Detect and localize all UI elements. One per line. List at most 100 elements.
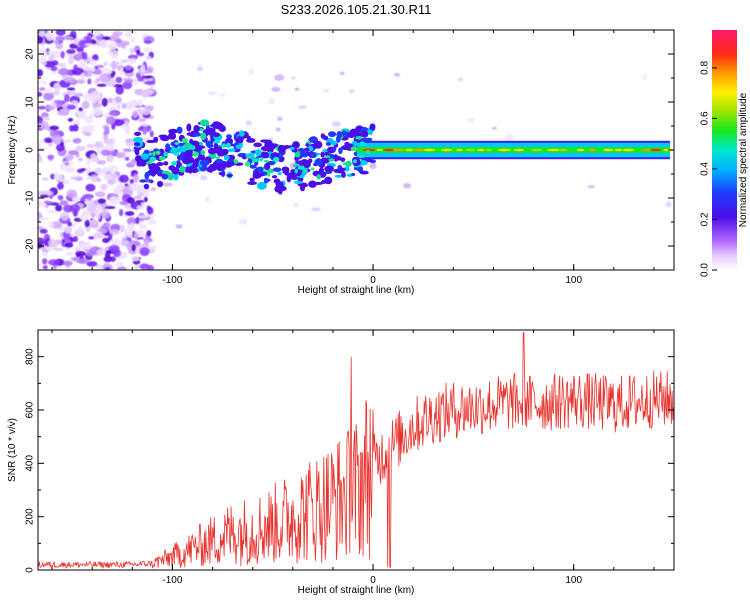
- heatmap-noise-blob: [67, 117, 74, 122]
- heatmap-trace-blob: [211, 121, 222, 129]
- heatmap-trace-highlight: [189, 145, 196, 150]
- heatmap-noise-blob: [96, 159, 107, 165]
- heatmap-noise-blob: [94, 191, 106, 198]
- heatmap-noise-blob: [41, 112, 49, 118]
- heatmap-noise-blob: [220, 93, 226, 98]
- heatmap-trace-peak: [413, 148, 424, 152]
- heatmap-noise-blob: [79, 60, 88, 68]
- heatmap-trace-highlight: [259, 157, 264, 162]
- heatmap-trace-blob: [148, 162, 158, 171]
- heatmap-noise-blob: [143, 89, 155, 95]
- heatmap-noise-blob: [138, 215, 149, 219]
- heatmap-noise-blob: [104, 267, 111, 270]
- heatmap-trace-blob: [199, 119, 210, 127]
- heatmap-trace-highlight: [263, 159, 269, 163]
- heatmap-noise-blob: [42, 61, 47, 66]
- heatmap-trace-peak: [376, 148, 383, 152]
- heatmap-noise-blob: [119, 251, 128, 259]
- heatmap-ytick-label: -10: [25, 190, 36, 205]
- heatmap-noise-blob: [55, 204, 63, 212]
- heatmap-noise-blob: [68, 55, 74, 65]
- colorbar-gradient: [712, 30, 737, 270]
- heatmap-trace-blob: [355, 135, 363, 140]
- heatmap-noise-blob: [162, 182, 173, 187]
- heatmap-noise-blob: [133, 77, 139, 86]
- heatmap-ytick-label: 20: [25, 48, 36, 60]
- heatmap-noise-blob: [90, 153, 97, 162]
- heatmap-trace-blob: [247, 181, 258, 185]
- heatmap-noise-blob: [101, 67, 113, 76]
- heatmap-trace-peak: [485, 148, 493, 152]
- heatmap-noise-blob: [125, 141, 136, 147]
- heatmap-trace-peak: [513, 148, 525, 152]
- heatmap-noise-blob: [76, 79, 86, 84]
- heatmap-noise-blob: [642, 73, 648, 81]
- heatmap-noise-blob: [64, 226, 73, 234]
- heatmap-trace-blob: [193, 124, 200, 132]
- heatmap-noise-blob: [124, 156, 130, 161]
- heatmap-noise-blob: [587, 185, 596, 189]
- heatmap-noise-blob: [403, 182, 412, 189]
- heatmap-trace-peak: [423, 148, 436, 152]
- heatmap-noise-blob: [38, 105, 47, 110]
- heatmap-trace-blob: [292, 141, 300, 149]
- heatmap-trace-blob: [226, 173, 234, 178]
- heatmap-noise-blob: [43, 116, 50, 121]
- snr-frame: [37, 329, 675, 571]
- heatmap-trace-blob: [181, 157, 191, 165]
- heatmap-trace-blob: [218, 171, 225, 176]
- heatmap-noise-blob: [665, 201, 672, 207]
- heatmap-noise-blob: [124, 126, 130, 136]
- heatmap-trace-blob: [143, 183, 150, 190]
- heatmap-noise-blob: [72, 236, 78, 243]
- heatmap-trace-highlight: [353, 159, 357, 164]
- heatmap-trace-highlight: [152, 151, 156, 157]
- heatmap-noise-blob: [135, 199, 145, 204]
- heatmap-noise-blob: [78, 114, 89, 119]
- heatmap-trace-highlight: [159, 156, 164, 161]
- heatmap-noise-blob: [95, 77, 101, 82]
- heatmap-trace-blob: [351, 172, 356, 177]
- heatmap-trace-blob: [206, 143, 214, 148]
- heatmap-noise-blob: [104, 250, 111, 258]
- heatmap-trace-highlight: [350, 146, 358, 151]
- heatmap-noise-blob: [39, 228, 48, 234]
- heatmap-noise-blob: [79, 243, 87, 250]
- heatmap-trace-blob: [212, 146, 223, 154]
- heatmap-noise-blob: [122, 81, 133, 90]
- heatmap-noise-blob: [133, 195, 143, 200]
- heatmap-trace-blob: [308, 137, 318, 142]
- heatmap-trace-highlight: [310, 167, 315, 171]
- heatmap-noise-blob: [136, 205, 145, 210]
- heatmap-noise-blob: [136, 49, 141, 55]
- heatmap-noise-blob: [86, 158, 91, 166]
- heatmap-noise-blob: [268, 98, 275, 105]
- heatmap-noise-blob: [60, 212, 70, 221]
- heatmap-trace-highlight: [365, 149, 371, 155]
- heatmap-trace-highlight: [215, 156, 221, 159]
- heatmap-noise-blob: [49, 125, 60, 131]
- heatmap-noise-blob: [126, 231, 133, 238]
- heatmap-noise-blob: [97, 198, 107, 204]
- heatmap-noise-blob: [96, 83, 107, 87]
- heatmap-noise-blob: [138, 98, 143, 108]
- heatmap-trace-peak: [603, 148, 614, 152]
- heatmap-noise-blob: [73, 54, 83, 61]
- heatmap-noise-blob: [53, 83, 61, 90]
- heatmap-noise-blob: [110, 50, 119, 59]
- heatmap-noise-blob: [139, 263, 150, 270]
- heatmap-noise-blob: [88, 236, 95, 240]
- heatmap-trace-blob: [158, 148, 165, 156]
- heatmap-noise-blob: [86, 202, 97, 212]
- heatmap-trace-blob: [134, 131, 142, 137]
- heatmap-noise-blob: [66, 87, 76, 91]
- heatmap-trace-blob: [198, 153, 205, 162]
- heatmap-trace-blob: [345, 160, 352, 167]
- heatmap-trace-highlight: [163, 151, 169, 157]
- heatmap-noise-blob: [77, 225, 84, 235]
- heatmap-noise-blob: [293, 202, 299, 208]
- heatmap-noise-blob: [142, 47, 152, 53]
- heatmap-trace-blob: [310, 152, 317, 159]
- heatmap-trace-blob: [134, 142, 141, 147]
- heatmap-noise-blob: [339, 71, 345, 76]
